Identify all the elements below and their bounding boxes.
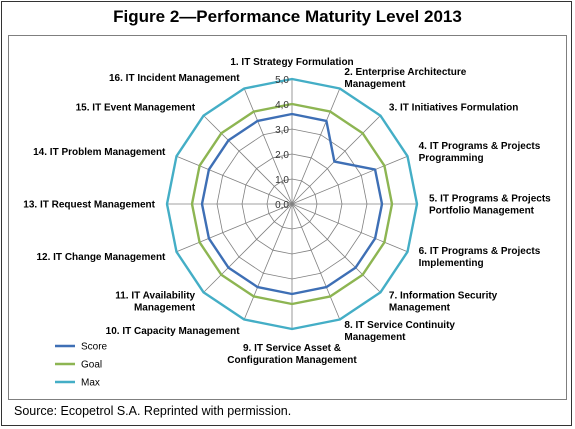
figure-title: Figure 2—Performance Maturity Level 2013 bbox=[113, 7, 462, 26]
grid-spoke bbox=[203, 203, 293, 293]
axis-label-7: 7. Information Security Management bbox=[389, 290, 498, 313]
tick-label: 3,0 bbox=[275, 125, 289, 136]
legend-label-max: Max bbox=[81, 378, 100, 389]
axis-label-6: 6. IT Programs & Projects Implementing bbox=[419, 246, 541, 269]
radar-grid bbox=[166, 78, 418, 330]
axis-label-13: 13. IT Request Management bbox=[23, 200, 155, 211]
grid-spoke bbox=[243, 203, 293, 320]
axis-label-8: 8. IT Service Continuity Management bbox=[344, 320, 455, 343]
tick-label: 1,0 bbox=[275, 175, 289, 186]
grid-spoke bbox=[291, 203, 381, 293]
axis-label-14: 14. IT Problem Management bbox=[33, 147, 166, 158]
grid-spoke bbox=[243, 88, 293, 205]
tick-label: 0,0 bbox=[275, 200, 289, 211]
axis-label-9: 9. IT Service Asset & Configuration Manag… bbox=[227, 343, 357, 366]
axis-label-1: 1. IT Strategy Formulation bbox=[230, 57, 353, 68]
tick-label: 4,0 bbox=[275, 100, 289, 111]
radar-chart: 0,0 1,0 2,0 3,0 4,0 5,0 1. IT Strategy Formul… bbox=[23, 57, 551, 389]
series-score-line bbox=[200, 112, 384, 296]
legend-label-score: Score bbox=[81, 342, 108, 353]
series-goal-line bbox=[190, 102, 394, 306]
grid-spoke bbox=[291, 203, 341, 320]
grid-spoke bbox=[176, 203, 293, 253]
grid-spoke bbox=[291, 155, 408, 205]
legend: Score Goal Max bbox=[55, 342, 108, 389]
axis-label-11: 11. IT Availability Management bbox=[115, 290, 196, 313]
chart-area: 0,0 1,0 2,0 3,0 4,0 5,0 1. IT Strategy Formul… bbox=[8, 35, 567, 400]
series-max-line bbox=[165, 77, 419, 331]
tick-label: 5,0 bbox=[275, 75, 289, 86]
grid-spoke bbox=[291, 88, 341, 205]
axis-label-15: 15. IT Event Management bbox=[76, 103, 196, 114]
axis-label-5: 5. IT Programs & Projects Portfolio Manag… bbox=[429, 194, 551, 217]
grid-spoke bbox=[176, 155, 293, 205]
axis-label-2: 2. Enterprise Architecture Management bbox=[344, 67, 466, 90]
legend-label-goal: Goal bbox=[81, 360, 102, 371]
tick-label: 2,0 bbox=[275, 150, 289, 161]
source-note: Source: Ecopetrol S.A. Reprinted with pe… bbox=[14, 404, 292, 418]
axis-label-4: 4. IT Programs & Projects Programming bbox=[419, 141, 541, 164]
grid-spoke bbox=[291, 115, 381, 205]
radial-ticks: 0,0 1,0 2,0 3,0 4,0 5,0 bbox=[275, 75, 289, 211]
axis-label-12: 12. IT Change Management bbox=[36, 252, 166, 263]
radar-series bbox=[165, 77, 419, 331]
axis-label-3: 3. IT Initiatives Formulation bbox=[389, 103, 518, 114]
axis-label-10: 10. IT Capacity Management bbox=[106, 326, 241, 337]
grid-spoke bbox=[291, 203, 408, 253]
grid-spoke bbox=[203, 115, 293, 205]
axis-label-16: 16. IT Incident Management bbox=[109, 73, 240, 84]
